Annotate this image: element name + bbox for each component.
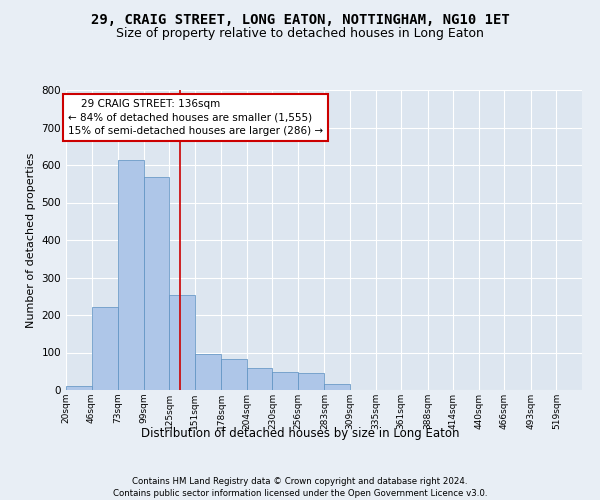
Text: 29, CRAIG STREET, LONG EATON, NOTTINGHAM, NG10 1ET: 29, CRAIG STREET, LONG EATON, NOTTINGHAM…: [91, 12, 509, 26]
Text: Contains public sector information licensed under the Open Government Licence v3: Contains public sector information licen…: [113, 489, 487, 498]
Y-axis label: Number of detached properties: Number of detached properties: [26, 152, 36, 328]
Text: Distribution of detached houses by size in Long Eaton: Distribution of detached houses by size …: [141, 428, 459, 440]
Bar: [66, 386, 92, 390]
Bar: [298, 373, 325, 390]
Bar: [247, 368, 272, 390]
Bar: [221, 359, 247, 390]
Bar: [118, 160, 143, 390]
Bar: [272, 372, 298, 390]
Bar: [325, 384, 350, 390]
Text: Contains HM Land Registry data © Crown copyright and database right 2024.: Contains HM Land Registry data © Crown c…: [132, 478, 468, 486]
Text: Size of property relative to detached houses in Long Eaton: Size of property relative to detached ho…: [116, 28, 484, 40]
Bar: [92, 306, 118, 390]
Text: 29 CRAIG STREET: 136sqm
← 84% of detached houses are smaller (1,555)
15% of semi: 29 CRAIG STREET: 136sqm ← 84% of detache…: [68, 100, 323, 136]
Bar: [169, 295, 195, 390]
Bar: [143, 177, 169, 390]
Bar: [195, 354, 221, 390]
